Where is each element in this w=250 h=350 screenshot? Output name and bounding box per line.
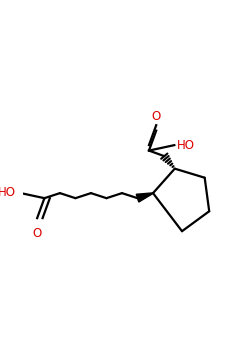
Text: O: O [32, 227, 42, 240]
Text: HO: HO [0, 186, 16, 199]
Text: HO: HO [177, 139, 195, 152]
Polygon shape [136, 193, 153, 202]
Text: O: O [152, 110, 161, 124]
